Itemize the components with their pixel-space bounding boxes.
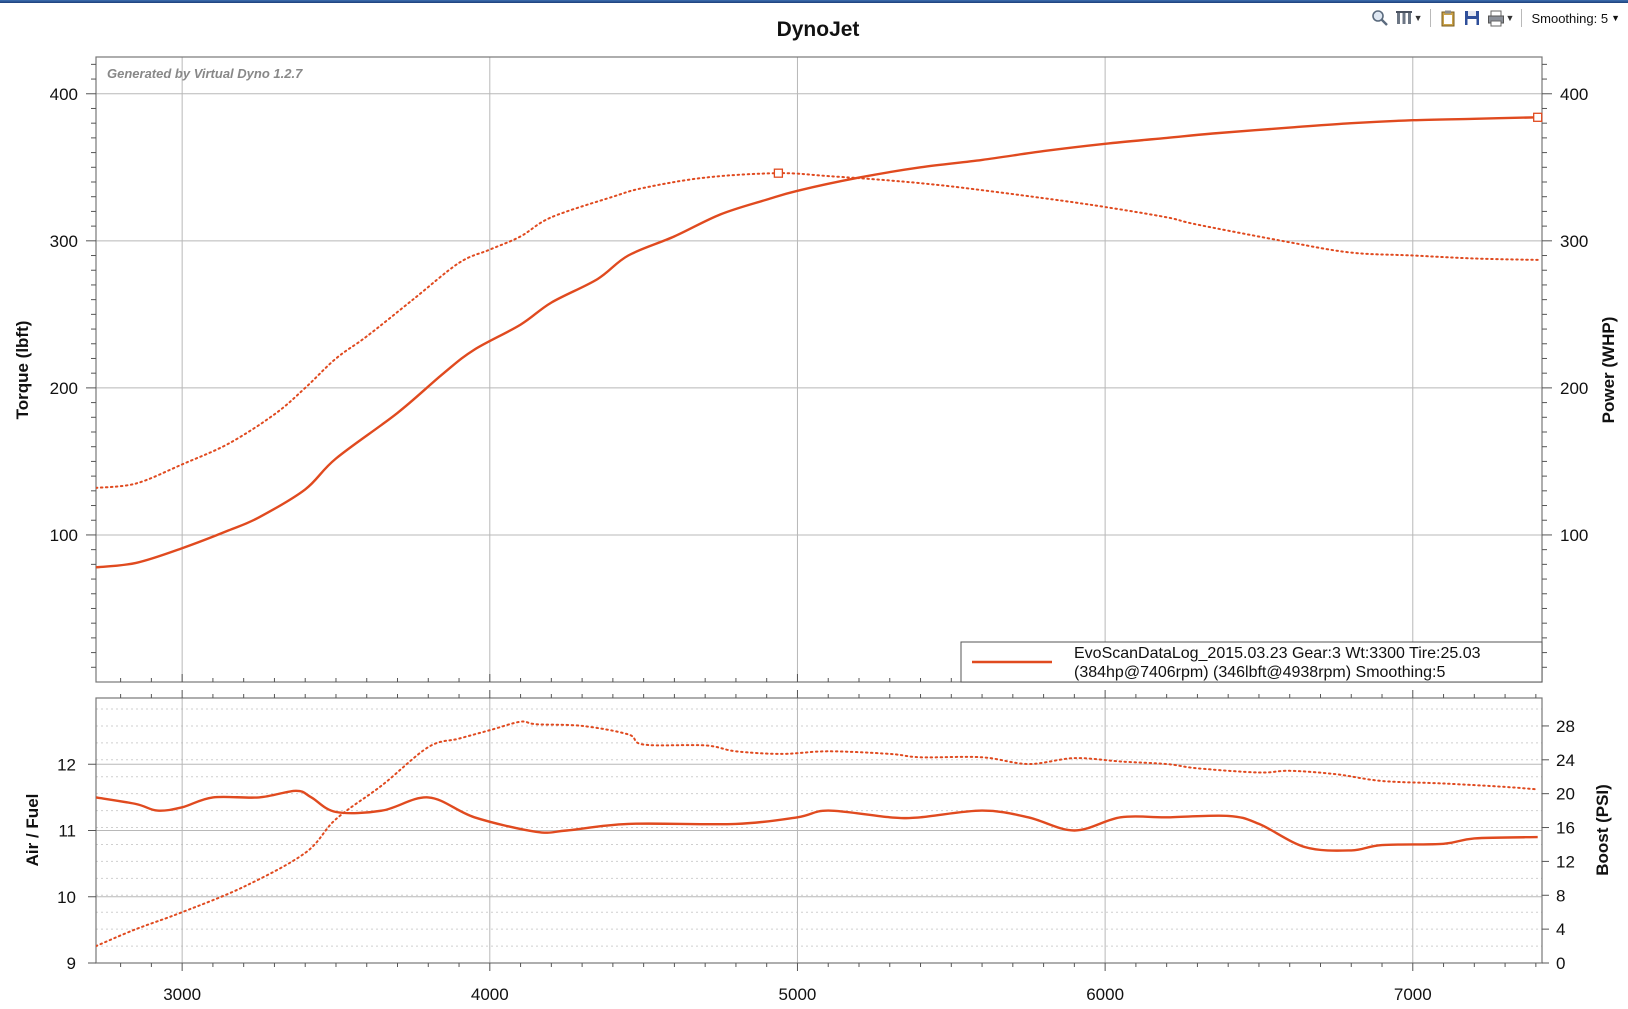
bottom-plot-grid [96,698,1542,963]
watermark: Generated by Virtual Dyno 1.2.7 [107,66,303,81]
smoothing-label: Smoothing: 5 [1531,10,1609,26]
top-plot-ticks: 100 100 200 200 300 300 400 400 [50,63,1588,682]
boost-series-line [96,720,1539,948]
rpm-tick-label: 4000 [471,985,509,1004]
copy-button[interactable] [1438,8,1458,28]
chart-title: DynoJet [777,18,860,41]
peak-torque-marker [773,168,784,178]
zoom-button[interactable] [1370,8,1390,28]
boost-tick-label: 8 [1556,886,1565,905]
air-fuel-tick-label: 9 [67,954,76,973]
print-button[interactable] [1486,8,1506,28]
power-tick-label: 300 [1560,232,1588,251]
air-fuel-series-line [96,789,1538,852]
save-button[interactable] [1462,8,1482,28]
boost-tick-label: 0 [1556,954,1565,973]
air-fuel-axis-label: Air / Fuel [23,794,42,867]
clipboard-icon [1441,10,1455,27]
power-tick-label: 400 [1560,85,1588,104]
legend-line-1: EvoScanDataLog_2015.03.23 Gear:3 Wt:3300… [1074,645,1481,662]
bottom-plot-ticks: 3000 4000 5000 6000 7000 9 10 11 12 0 4 8 12 16 20 24 28 [57,690,1575,1004]
window-top-strip [0,0,1628,3]
power-tick-label: 200 [1560,379,1588,398]
smoothing-dropdown[interactable]: Smoothing: 5 ▼ [1529,11,1622,26]
chevron-down-icon: ▼ [1611,13,1620,23]
rpm-tick-label: 3000 [163,985,201,1004]
peak-power-marker [1533,112,1543,122]
legend-box [960,641,1543,683]
chart-toolbar: ▼ ▼ Smoothing: 5 ▼ [1370,6,1622,30]
axis-settings-button[interactable] [1394,8,1414,28]
floppy-disk-icon [1464,11,1479,25]
torque-tick-label: 400 [50,85,78,104]
torque-tick-label: 200 [50,379,78,398]
boost-tick-label: 16 [1556,819,1575,838]
torque-axis-label: Torque (lbft) [13,321,32,420]
boost-tick-label: 24 [1556,751,1575,770]
power-series-line [96,116,1538,569]
torque-tick-label: 300 [50,232,78,251]
boost-tick-label: 28 [1556,717,1575,736]
print-dropdown-icon[interactable]: ▼ [1505,13,1515,23]
toolbar-separator [1429,9,1431,27]
boost-axis-label: Boost (PSI) [1593,784,1612,876]
air-fuel-tick-label: 11 [58,822,76,841]
magnifier-icon [1371,10,1388,26]
top-plot-frame [95,56,1543,683]
rpm-tick-label: 6000 [1086,985,1124,1004]
rpm-tick-label: 7000 [1394,985,1432,1004]
boost-tick-label: 12 [1556,852,1575,871]
axis-settings-icon [1395,11,1412,24]
toolbar-separator [1521,9,1523,27]
air-fuel-tick-label: 12 [57,755,76,774]
rpm-tick-label: 5000 [779,985,817,1004]
legend: EvoScanDataLog_2015.03.23 Gear:3 Wt:3300… [960,641,1543,683]
power-axis-label: Power (WHP) [1599,317,1618,424]
power-tick-label: 100 [1560,526,1588,545]
torque-tick-label: 100 [50,526,78,545]
boost-tick-label: 20 [1556,785,1575,804]
legend-line-2: (384hp@7406rpm) (346lbft@4938rpm) Smooth… [1074,664,1445,681]
boost-tick-label: 4 [1556,920,1565,939]
torque-series-line [96,172,1539,489]
printer-icon [1487,10,1504,27]
air-fuel-tick-label: 10 [57,888,76,907]
axis-settings-dropdown-icon[interactable]: ▼ [1413,13,1423,23]
top-plot-grid [96,57,1542,682]
